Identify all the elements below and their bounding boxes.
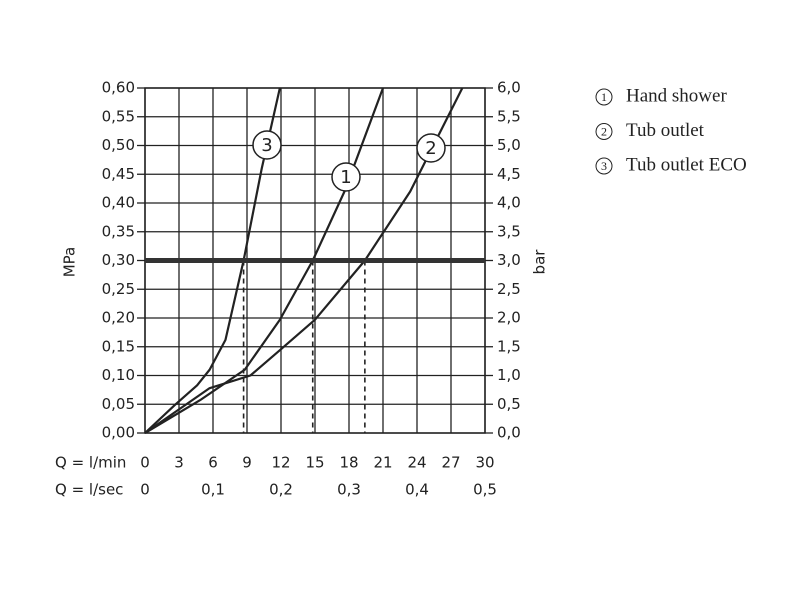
y2-tick-label: 3,0 bbox=[497, 251, 521, 269]
y-tick-label: 0,35 bbox=[102, 222, 135, 240]
x-tick-label: 15 bbox=[305, 454, 324, 472]
y2-tick-label: 1,5 bbox=[497, 337, 521, 355]
y2-tick-label: 3,5 bbox=[497, 222, 521, 240]
y-tick-label: 0,10 bbox=[102, 366, 135, 384]
legend-marker bbox=[595, 123, 613, 140]
x-tick-label: 9 bbox=[242, 454, 252, 472]
x-tick-label: 6 bbox=[208, 454, 218, 472]
legend-marker-label: 3 bbox=[601, 159, 607, 173]
y2-tick-label: 0,0 bbox=[497, 424, 521, 442]
curve-marker bbox=[416, 133, 446, 163]
x-tick-label: 30 bbox=[475, 454, 494, 472]
x-tick-label: 27 bbox=[441, 454, 460, 472]
y-tick-label: 0,20 bbox=[102, 309, 135, 327]
legend-label: Hand shower bbox=[626, 85, 727, 106]
x2-tick-label: 0,5 bbox=[473, 481, 497, 499]
x2-tick-label: 0,3 bbox=[337, 481, 361, 499]
y-tick-label: 0,00 bbox=[102, 424, 135, 442]
curve-marker bbox=[252, 130, 282, 160]
legend-marker bbox=[595, 157, 613, 175]
x2-tick-label: 0,2 bbox=[269, 481, 293, 499]
legend-marker-label: 2 bbox=[601, 124, 607, 138]
x-axis-label: Q = l/min bbox=[55, 454, 126, 472]
y2-tick-label: 2,5 bbox=[497, 280, 521, 298]
x2-tick-label: 0 bbox=[140, 481, 150, 499]
x2-tick-label: 0,4 bbox=[405, 481, 429, 499]
y2-tick-label: 2,0 bbox=[497, 309, 521, 327]
legend-label: Tub outlet ECO bbox=[626, 154, 747, 175]
x-tick-label: 18 bbox=[339, 454, 358, 472]
x-tick-label: 0 bbox=[140, 454, 150, 472]
x-tick-label: 3 bbox=[174, 454, 184, 472]
legend-marker bbox=[595, 88, 613, 106]
curve bbox=[144, 87, 464, 434]
y2-tick-label: 0,5 bbox=[497, 395, 521, 413]
y-axis-label: MPa bbox=[61, 247, 79, 278]
y-tick-label: 0,40 bbox=[102, 194, 135, 212]
x-tick-label: 12 bbox=[271, 454, 290, 472]
curve-marker-label: 2 bbox=[425, 138, 436, 159]
y2-tick-label: 4,5 bbox=[497, 165, 521, 183]
y2-tick-label: 1,0 bbox=[497, 366, 521, 384]
legend: 1 Hand shower 2 Tub outlet 3 Tub outlet ECO bbox=[595, 85, 747, 175]
y-tick-label: 0,15 bbox=[102, 337, 135, 355]
y2-axis-label: bar bbox=[531, 249, 549, 275]
x-tick-label: 21 bbox=[373, 454, 392, 472]
y-tick-label: 0,05 bbox=[102, 395, 135, 413]
y2-tick-label: 4,0 bbox=[497, 194, 521, 212]
curve-marker-label: 3 bbox=[261, 135, 272, 156]
y2-tick-label: 5,5 bbox=[497, 107, 521, 125]
x2-axis-label: Q = l/sec bbox=[55, 481, 123, 499]
y-tick-label: 0,50 bbox=[102, 136, 135, 154]
x2-tick-label: 0,1 bbox=[201, 481, 225, 499]
y-tick-label: 0,30 bbox=[102, 251, 135, 269]
curve bbox=[144, 87, 281, 434]
legend-label: Tub outlet bbox=[626, 120, 705, 141]
curve-marker-label: 1 bbox=[340, 167, 351, 188]
y-tick-label: 0,45 bbox=[102, 165, 135, 183]
x-tick-label: 24 bbox=[407, 454, 426, 472]
curve-marker bbox=[331, 162, 361, 192]
y-tick-label: 0,60 bbox=[102, 79, 135, 97]
y-tick-label: 0,55 bbox=[102, 107, 135, 125]
legend-marker-label: 1 bbox=[601, 90, 607, 104]
y-tick-label: 0,25 bbox=[102, 280, 135, 298]
y2-tick-label: 6,0 bbox=[497, 79, 521, 97]
y2-tick-label: 5,0 bbox=[497, 136, 521, 154]
